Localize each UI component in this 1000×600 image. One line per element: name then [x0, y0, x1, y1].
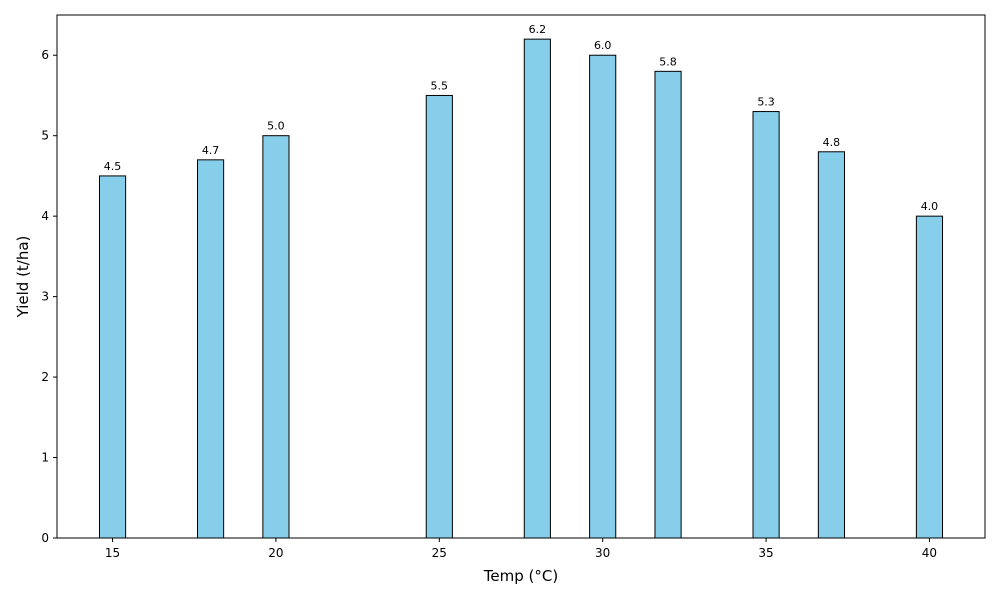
bar-value-label: 5.8	[659, 55, 677, 68]
bar	[98, 175, 127, 539]
y-axis-ticks: 0 1 2 3 4 5 6	[41, 48, 57, 545]
bar-value-label: 4.7	[202, 144, 220, 157]
y-tick-label: 3	[41, 290, 49, 304]
y-tick-label: 5	[41, 129, 49, 143]
y-tick-label: 0	[41, 531, 49, 545]
bar	[752, 111, 780, 539]
bar	[915, 215, 944, 539]
bar-value-label: 4.8	[823, 136, 841, 149]
bar	[425, 94, 453, 539]
y-axis-label: Yield (t/ha)	[14, 236, 32, 319]
bar	[817, 151, 845, 539]
y-tick-label: 6	[41, 48, 49, 62]
bar-value-label: 6.0	[594, 39, 612, 52]
x-tick-label: 30	[595, 546, 610, 560]
x-tick-label: 15	[105, 546, 120, 560]
y-tick-label: 1	[41, 451, 49, 465]
bar-value-label: 6.2	[529, 23, 547, 36]
bar	[197, 159, 225, 539]
x-tick-label: 25	[432, 546, 447, 560]
y-tick-label: 4	[41, 209, 49, 223]
bars-group	[98, 38, 944, 539]
x-axis-label: Temp (°C)	[483, 567, 558, 585]
bar-value-label: 4.5	[104, 160, 122, 173]
bar	[589, 54, 617, 539]
bar	[262, 135, 290, 539]
bar	[523, 38, 551, 539]
bar-value-label: 4.0	[921, 200, 939, 213]
y-tick-label: 2	[41, 370, 49, 384]
x-axis-ticks: 15 20 25 30 35 40	[105, 538, 937, 560]
bar-value-label: 5.5	[431, 79, 449, 92]
x-tick-label: 40	[922, 546, 937, 560]
x-tick-label: 35	[758, 546, 773, 560]
bar-value-label: 5.3	[757, 96, 775, 109]
bar	[654, 70, 682, 539]
bar-value-label: 5.0	[267, 120, 285, 133]
plot-frame	[56, 14, 986, 539]
x-tick-label: 20	[268, 546, 283, 560]
data-labels-group: 4.5 4.7 5.0 5.5 6.2 6.0 5.8 5.3 4.8 4.0	[104, 23, 938, 213]
